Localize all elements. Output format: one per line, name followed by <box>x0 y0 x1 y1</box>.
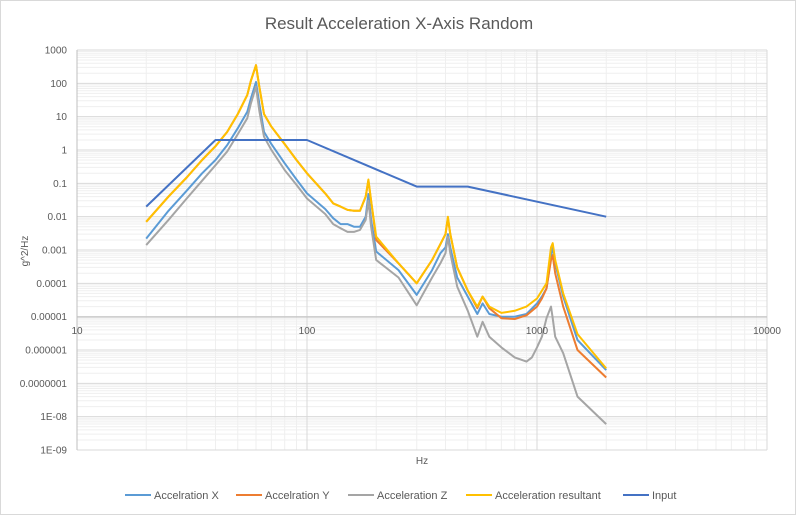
y-tick-label: 0.1 <box>53 179 67 190</box>
legend-label-acceleration-resultant: Acceleration resultant <box>495 490 601 502</box>
legend-label-acceleration-z: Acceleration Z <box>377 490 448 502</box>
series-line-acceleration-resultant <box>145 64 607 370</box>
series-line-accelration-x <box>145 81 607 371</box>
y-tick-label: 0.0000001 <box>20 379 68 390</box>
series-line-input <box>145 139 607 218</box>
y-tick-label: 0.00001 <box>31 312 68 323</box>
x-tick-label: 1000 <box>526 326 549 337</box>
y-tick-label: 0.001 <box>42 246 67 257</box>
x-tick-label: 10000 <box>753 326 781 337</box>
y-tick-label: 1E-08 <box>40 412 67 423</box>
legend-label-input: Input <box>652 490 676 502</box>
y-tick-label: 1 <box>61 146 67 157</box>
series-lines <box>145 64 607 425</box>
y-tick-label: 100 <box>50 79 67 90</box>
x-axis-title: Hz <box>416 456 428 467</box>
y-tick-label: 1E-09 <box>40 446 67 457</box>
tick-labels: 1000 100 10 1 0.1 0.01 0.001 0.0001 0.00001 0.000… <box>20 46 782 457</box>
y-tick-label: 0.0001 <box>36 279 67 290</box>
y-tick-label: 10 <box>56 112 68 123</box>
legend-label-accelration-x: Accelration X <box>154 490 219 502</box>
legend-label-accelration-y: Accelration Y <box>265 490 330 502</box>
legend: Accelration X Accelration Y Acceleration Z… <box>125 490 676 502</box>
axes <box>76 50 767 450</box>
y-tick-label: 1000 <box>45 46 68 57</box>
x-tick-label: 10 <box>71 326 83 337</box>
y-tick-label: 0.000001 <box>25 346 67 357</box>
y-axis-title: g^2/Hz <box>20 236 31 267</box>
grid-lines <box>76 49 768 451</box>
y-tick-label: 0.01 <box>48 212 68 223</box>
chart-title: Result Acceleration X-Axis Random <box>265 14 533 33</box>
x-tick-label: 100 <box>299 326 316 337</box>
series-line-acceleration-z <box>145 85 607 425</box>
